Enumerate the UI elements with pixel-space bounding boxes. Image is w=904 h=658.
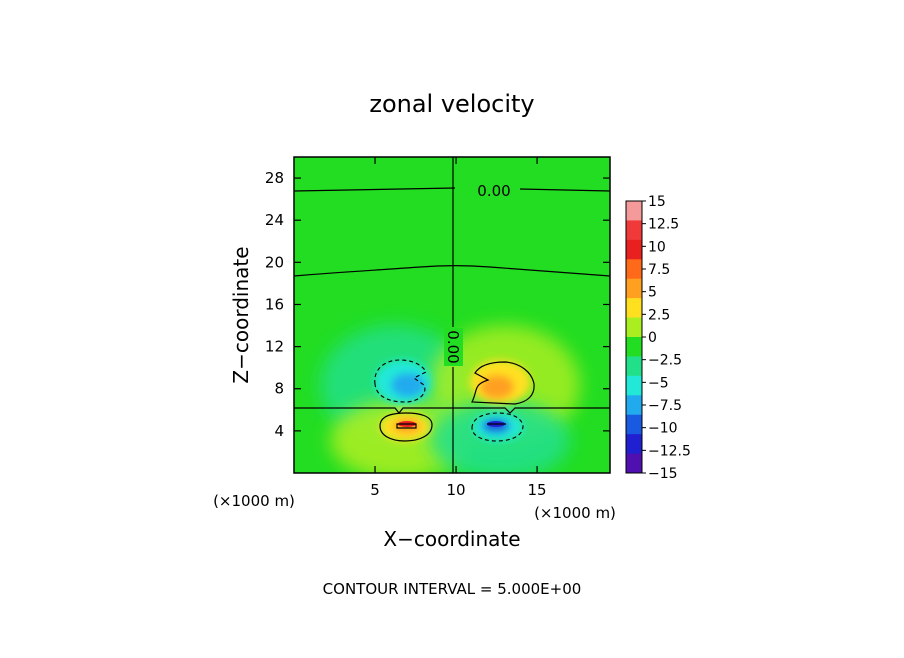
heat-field bbox=[294, 157, 610, 473]
contour-lower-left-core bbox=[396, 423, 417, 429]
y-tick-label: 28 bbox=[265, 169, 284, 187]
cell-upper-left-core bbox=[391, 373, 425, 397]
colorbar-segment bbox=[626, 356, 642, 377]
colorbar-segment bbox=[626, 317, 642, 338]
contours bbox=[294, 157, 610, 473]
colorbar-label: 10 bbox=[648, 239, 666, 255]
y-tick-label: 4 bbox=[274, 422, 284, 440]
colorbar-segment bbox=[626, 337, 642, 357]
colorbar-segment bbox=[626, 434, 642, 455]
y-axis-label: Z−coordinate bbox=[229, 246, 253, 383]
colorbar: 15 12.5 10 7.5 5 2.5 0 −2.5 −5 −7.5 −10 −12.5 −15 bbox=[625, 194, 691, 482]
x-tick-label: 5 bbox=[370, 481, 380, 499]
colorbar-label: 0 bbox=[648, 330, 657, 346]
chart-title: zonal velocity bbox=[369, 90, 534, 118]
x-axis: 5 10 15 bbox=[370, 157, 547, 499]
colorbar-label: 15 bbox=[648, 194, 666, 210]
plot-frame bbox=[293, 156, 611, 474]
x-tick-label: 15 bbox=[528, 481, 547, 499]
colorbar-label: −7.5 bbox=[648, 398, 682, 414]
contour-top-right bbox=[519, 188, 610, 192]
colorbar-label: 2.5 bbox=[648, 307, 670, 323]
colorbar-label: −12.5 bbox=[648, 443, 691, 459]
y-tick-label: 16 bbox=[265, 295, 284, 313]
contour-label-bg-top bbox=[470, 180, 520, 200]
colorbar-segment bbox=[626, 259, 642, 280]
colorbar-label: −2.5 bbox=[648, 353, 682, 369]
contour-interval-footer: CONTOUR INTERVAL = 5.000E+00 bbox=[323, 580, 582, 598]
colorbar-segment bbox=[626, 375, 642, 396]
colorbar-segment bbox=[626, 395, 642, 416]
colorbar-segment bbox=[626, 298, 642, 319]
contour-top bbox=[294, 187, 456, 192]
y-tick-label: 24 bbox=[265, 211, 284, 229]
plot-area: 0.00 0.00 bbox=[293, 156, 611, 474]
y-tick-label: 8 bbox=[274, 380, 284, 398]
colorbar-label: −10 bbox=[648, 421, 678, 437]
colorbar-segment bbox=[626, 239, 642, 260]
x-unit-left: (×1000 m) bbox=[213, 492, 295, 510]
colorbar-label: 5 bbox=[648, 285, 657, 301]
y-tick-label: 20 bbox=[265, 253, 284, 271]
colorbar-label: 7.5 bbox=[648, 262, 670, 278]
x-unit-right: (×1000 m) bbox=[534, 504, 616, 522]
colorbar-segment bbox=[626, 278, 642, 299]
colorbar-label: −5 bbox=[648, 375, 669, 391]
contour-upper-left-cell bbox=[374, 359, 427, 403]
dashed-contours bbox=[374, 359, 524, 442]
y-tick-label: 12 bbox=[265, 338, 284, 356]
contour-lower-left-cell bbox=[379, 412, 433, 442]
contour-label-center: 0.00 bbox=[444, 330, 462, 363]
colorbar-segment bbox=[626, 414, 642, 435]
colorbar-label: 12.5 bbox=[648, 217, 679, 233]
colorbar-segment bbox=[626, 201, 642, 221]
x-tick-label: 10 bbox=[447, 481, 466, 499]
y-axis: 4 8 12 16 20 24 28 bbox=[265, 169, 610, 440]
contour-lower-right-cell bbox=[471, 412, 524, 442]
colorbar-segment bbox=[626, 220, 642, 241]
contour-mid bbox=[294, 264, 610, 277]
colorbar-label: −15 bbox=[648, 466, 678, 482]
contour-label-top: 0.00 bbox=[477, 182, 510, 200]
contour-upper-right-cell bbox=[471, 361, 535, 405]
colorbar-segment bbox=[626, 453, 642, 474]
contour-label-bg-center bbox=[444, 328, 463, 366]
contour-shelf bbox=[294, 407, 610, 414]
x-axis-label: X−coordinate bbox=[383, 527, 520, 551]
cell-upper-right-core bbox=[480, 375, 514, 399]
